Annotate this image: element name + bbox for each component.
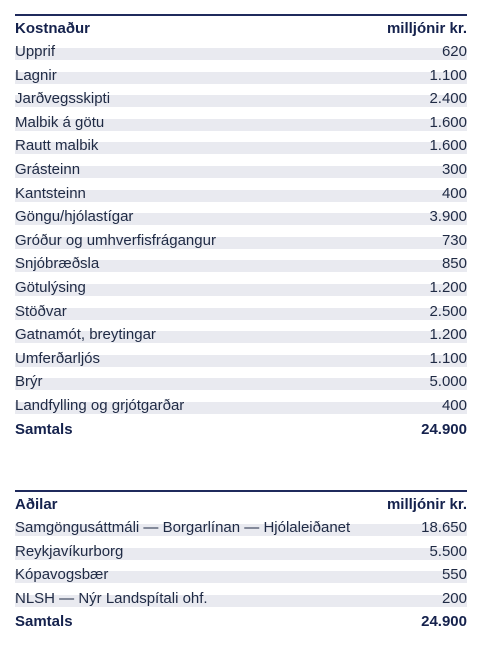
table-row: NLSH — Nýr Landspítali ohf. 200 (15, 587, 467, 611)
table-row: Rautt malbik 1.600 (15, 134, 467, 158)
table-row: Kantsteinn 400 (15, 182, 467, 206)
row-value: 1.200 (429, 326, 467, 344)
table-row: Brýr 5.000 (15, 370, 467, 394)
table-row: Lagnir 1.100 (15, 64, 467, 88)
cost-table: Kostnaður milljónir kr. Upprif 620 Lagnir… (15, 14, 467, 441)
row-label: Kantsteinn (15, 184, 86, 202)
row-label: Malbik á götu (15, 113, 105, 131)
row-value: 2.500 (429, 302, 467, 320)
header-unit: milljónir kr. (386, 496, 467, 513)
total-label: Samtals (15, 420, 73, 438)
row-value: 620 (441, 43, 467, 60)
table-row: Malbik á götu 1.600 (15, 111, 467, 135)
row-label: Jarðvegsskipti (15, 90, 111, 108)
row-label: Grásteinn (15, 160, 81, 178)
row-value: 550 (441, 566, 467, 584)
table-row: Reykjavíkurborg 5.500 (15, 540, 467, 564)
row-label: Umferðarljós (15, 349, 101, 367)
row-label: Göngu/hjólastígar (15, 208, 134, 226)
table-row: Gatnamót, breytingar 1.200 (15, 323, 467, 347)
header-label: Kostnaður (15, 20, 90, 37)
total-row: Samtals 24.900 (15, 610, 467, 634)
row-value: 18.650 (421, 519, 467, 536)
row-label: Snjóbræðsla (15, 255, 100, 273)
row-label: Gróður og umhverfisfrágangur (15, 231, 216, 249)
table-row: Gróður og umhverfisfrágangur 730 (15, 229, 467, 253)
table-top-rule (15, 14, 467, 16)
row-value: 5.000 (429, 373, 467, 391)
row-label: Rautt malbik (15, 137, 99, 155)
table-row: Jarðvegsskipti 2.400 (15, 87, 467, 111)
party-table: Aðilar milljónir kr. Samgöngusáttmáli — … (15, 490, 467, 634)
row-label: Upprif (15, 43, 56, 60)
row-value: 400 (441, 396, 467, 414)
row-label: Brýr (15, 373, 43, 391)
table-header: Aðilar milljónir kr. (15, 492, 467, 516)
header-unit: milljónir kr. (386, 20, 467, 37)
row-label: Stöðvar (15, 302, 67, 320)
row-label: Kópavogsbær (15, 566, 109, 584)
row-value: 2.400 (429, 90, 467, 108)
row-label: Reykjavíkurborg (15, 542, 124, 560)
row-label: NLSH — Nýr Landspítali ohf. (15, 589, 208, 607)
row-value: 730 (441, 231, 467, 249)
row-value: 1.200 (429, 278, 467, 296)
row-value: 850 (441, 255, 467, 273)
total-row: Samtals 24.900 (15, 418, 467, 442)
total-value: 24.900 (421, 613, 467, 631)
row-value: 200 (441, 589, 467, 607)
table-header: Kostnaður milljónir kr. (15, 16, 467, 40)
row-value: 1.100 (429, 66, 467, 84)
total-label: Samtals (15, 613, 73, 631)
row-label: Götulýsing (15, 278, 86, 296)
row-value: 1.600 (429, 137, 467, 155)
row-value: 3.900 (429, 208, 467, 226)
row-value: 300 (441, 160, 467, 178)
table-row: Kópavogsbær 550 (15, 563, 467, 587)
row-label: Samgöngusáttmáli — Borgarlínan — Hjólale… (15, 519, 351, 536)
table-row: Grásteinn 300 (15, 158, 467, 182)
table-row: Upprif 620 (15, 40, 467, 64)
row-value: 1.600 (429, 113, 467, 131)
row-value: 1.100 (429, 349, 467, 367)
table-row: Samgöngusáttmáli — Borgarlínan — Hjólale… (15, 516, 467, 540)
table-row: Snjóbræðsla 850 (15, 252, 467, 276)
header-label: Aðilar (15, 496, 58, 513)
row-label: Lagnir (15, 66, 57, 84)
table-row: Landfylling og grjótgarðar 400 (15, 394, 467, 418)
table-row: Umferðarljós 1.100 (15, 347, 467, 371)
table-row: Göngu/hjólastígar 3.900 (15, 205, 467, 229)
row-label: Gatnamót, breytingar (15, 326, 156, 344)
table-row: Stöðvar 2.500 (15, 300, 467, 324)
row-value: 400 (441, 184, 467, 202)
table-top-rule (15, 490, 467, 492)
total-value: 24.900 (421, 420, 467, 438)
row-value: 5.500 (429, 542, 467, 560)
row-label: Landfylling og grjótgarðar (15, 396, 185, 414)
table-row: Götulýsing 1.200 (15, 276, 467, 300)
